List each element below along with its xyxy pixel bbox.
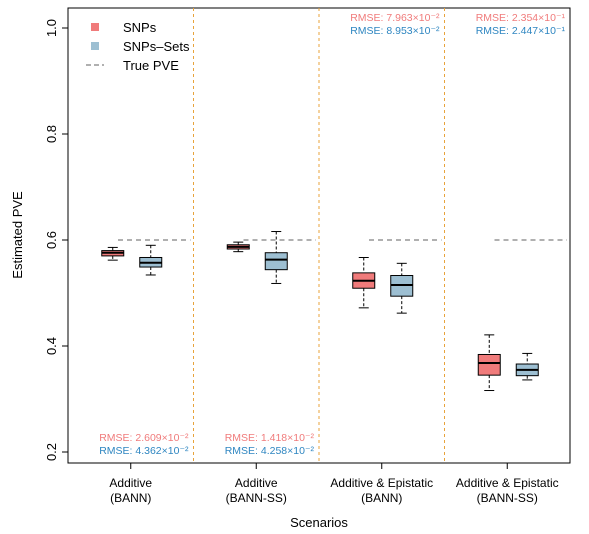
y-axis: 0.2 0.4 0.6 0.8 1.0 <box>44 19 68 461</box>
boxplots <box>101 231 539 392</box>
legend-label: SNPs <box>123 20 157 35</box>
x-tick-label: Additive & Epistatic <box>456 476 559 490</box>
x-tick-label: Additive & Epistatic <box>330 476 433 490</box>
group-separators <box>193 8 445 463</box>
rmse-sets-label: RMSE: 2.447×10⁻¹ <box>476 25 566 37</box>
x-tick-label: Additive <box>235 476 278 490</box>
legend-swatch <box>91 42 99 50</box>
rmse-snps-label: RMSE: 1.418×10⁻² <box>225 432 315 444</box>
rmse-sets-label: RMSE: 4.258×10⁻² <box>225 445 315 457</box>
rmse-sets-label: RMSE: 8.953×10⁻² <box>350 25 440 37</box>
x-axis-label: Scenarios <box>290 515 348 530</box>
y-tick-label: 1.0 <box>44 19 59 37</box>
y-axis-label: Estimated PVE <box>10 191 25 279</box>
x-tick-label: (BANN-SS) <box>477 491 538 505</box>
x-tick-label: (BANN) <box>110 491 151 505</box>
x-tick-label: (BANN-SS) <box>226 491 287 505</box>
legend-label: True PVE <box>123 58 179 73</box>
legend-label: SNPs–Sets <box>123 39 190 54</box>
y-tick-label: 0.8 <box>44 125 59 143</box>
x-axis: Additive(BANN)Additive(BANN-SS)Additive … <box>109 463 559 505</box>
x-tick-label: Additive <box>109 476 152 490</box>
rmse-snps-label: RMSE: 2.354×10⁻¹ <box>476 12 566 24</box>
rmse-sets-label: RMSE: 4.362×10⁻² <box>99 445 189 457</box>
box-iqr <box>477 353 501 376</box>
box-iqr <box>264 252 288 271</box>
x-tick-label: (BANN) <box>361 491 402 505</box>
y-tick-label: 0.2 <box>44 443 59 461</box>
legend-swatch <box>91 23 99 31</box>
y-tick-label: 0.4 <box>44 337 59 355</box>
rmse-snps-label: RMSE: 7.963×10⁻² <box>350 12 440 24</box>
y-tick-label: 0.6 <box>44 231 59 249</box>
legend: SNPs SNPs–Sets True PVE <box>86 20 190 73</box>
rmse-snps-label: RMSE: 2.609×10⁻² <box>99 432 189 444</box>
